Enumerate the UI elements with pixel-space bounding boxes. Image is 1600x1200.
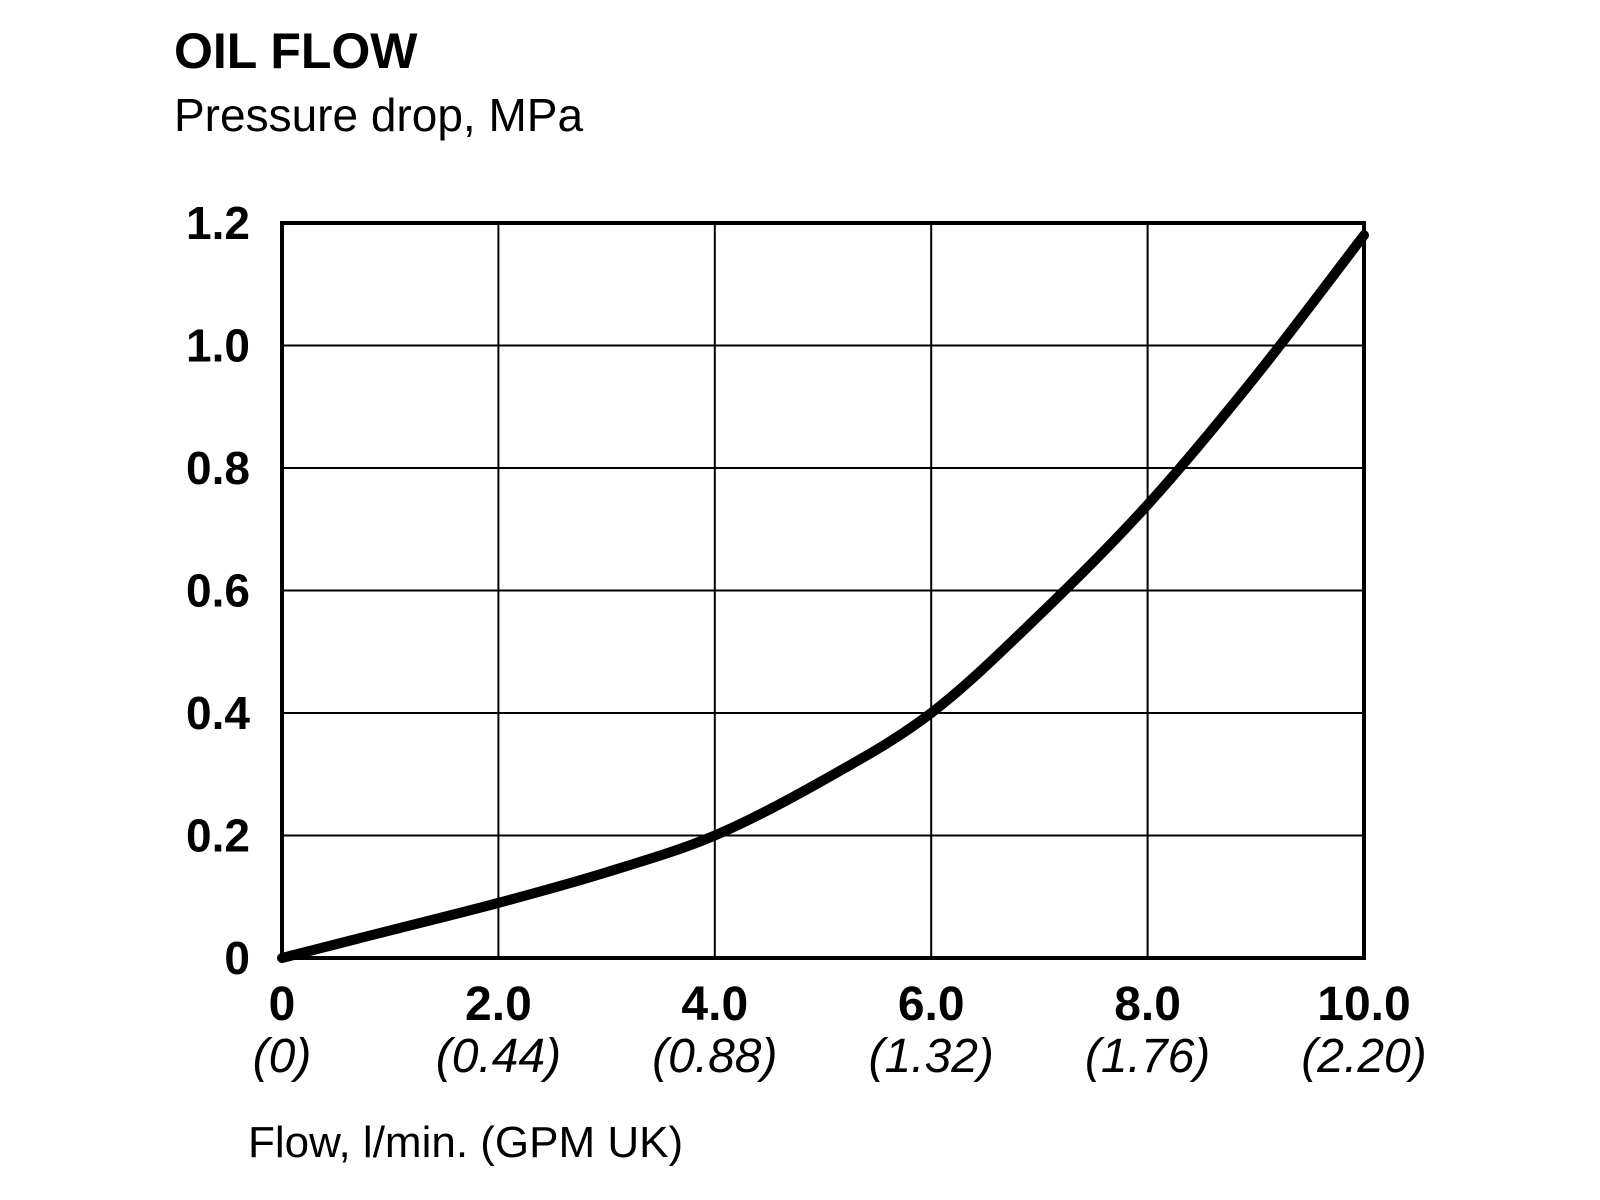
grid-layer [282, 223, 1364, 958]
x-tick-sublabel: (0.88) [652, 1030, 777, 1083]
x-tick-sublabel: (1.32) [869, 1030, 994, 1083]
x-axis-label: Flow, l/min. (GPM UK) [248, 1118, 684, 1167]
x-tick-label: 6.0 [898, 978, 965, 1031]
x-tick-label: 0 [269, 978, 296, 1031]
x-axis-ticks: 0(0) 2.0(0.44) 4.0(0.88) 6.0(1.32) 8.0(1.76)… [253, 978, 1427, 1083]
series-line [277, 230, 1369, 963]
series-layer [277, 230, 1369, 963]
y-tick-label: 0 [224, 932, 250, 984]
x-tick-label: 8.0 [1114, 978, 1181, 1031]
x-tick-sublabel: (1.76) [1085, 1030, 1210, 1083]
y-tick-label: 0.4 [186, 687, 250, 739]
x-tick-label: 10.0 [1317, 978, 1410, 1031]
y-axis-ticks: 0 0.2 0.4 0.6 0.8 1.0 1.2 [186, 197, 250, 984]
y-tick-label: 1.0 [186, 320, 250, 372]
x-tick-sublabel: (0) [253, 1030, 312, 1083]
y-tick-label: 1.2 [186, 197, 250, 249]
x-tick-sublabel: (0.44) [436, 1030, 561, 1083]
y-tick-label: 0.6 [186, 565, 250, 617]
y-tick-label: 0.8 [186, 442, 250, 494]
x-tick-label: 4.0 [681, 978, 748, 1031]
chart-subtitle: Pressure drop, MPa [174, 89, 584, 141]
chart-title: OIL FLOW [174, 23, 418, 79]
x-tick-sublabel: (2.20) [1301, 1030, 1426, 1083]
x-tick-label: 2.0 [465, 978, 532, 1031]
y-tick-label: 0.2 [186, 810, 250, 862]
plot-frame [280, 221, 1366, 960]
